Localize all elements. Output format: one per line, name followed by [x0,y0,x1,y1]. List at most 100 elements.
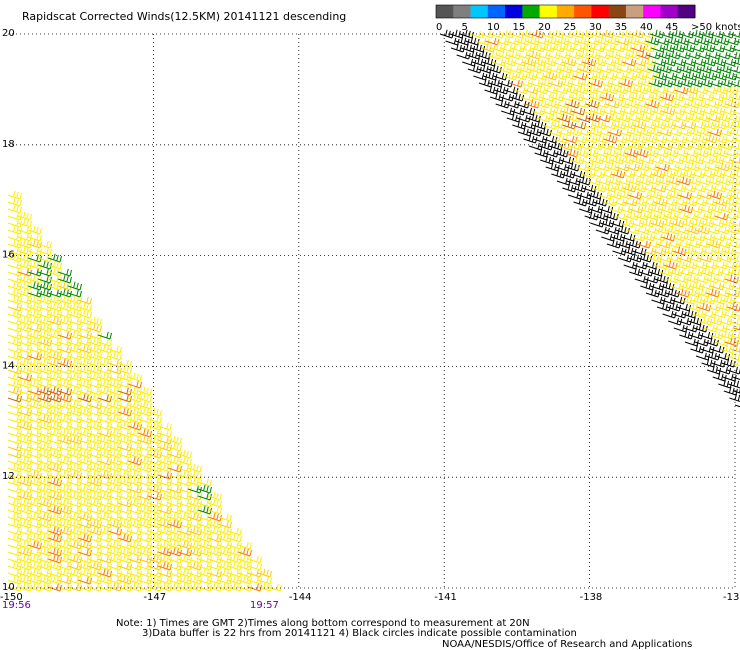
wind-barb [57,568,72,578]
wind-barb [7,351,22,361]
wind-barb [465,36,480,46]
wind-barb [227,575,242,585]
wind-barb [728,142,740,151]
wind-barb [77,561,92,571]
wind-barb [716,176,731,186]
colorbar-swatch [505,5,523,18]
latitude-label: 16 [2,250,15,261]
wind-barb [622,183,637,193]
colorbar-labels: 0 5 10 15 20 25 30 35 40 45 >50 knots [436,22,740,33]
latitude-label: 10 [2,582,15,593]
wind-barb [97,435,112,445]
wind-barb [87,435,102,445]
longitude-label: -144 [289,592,312,603]
wind-barb [47,449,62,459]
wind-barb [681,169,696,179]
wind-barb [157,442,172,452]
wind-barb [47,477,62,487]
wind-barb [67,330,82,340]
wind-barb [187,463,202,473]
wind-barb [107,393,122,403]
colorbar-swatch [660,5,679,18]
wind-barb [197,484,212,494]
wind-barb [502,57,517,67]
wind-barb [27,233,42,242]
wind-barb [680,43,696,53]
wind-barb [107,386,122,396]
colorbar-swatch [453,5,472,18]
latitude-labels: 20 18 16 14 12 10 [2,28,15,593]
wind-barb [37,421,52,431]
wind-barb [37,442,52,452]
wind-barb [665,288,680,298]
wind-barb [87,568,102,578]
wind-barb [77,351,92,361]
wind-barb [97,442,112,452]
colorbar-swatch [522,5,541,18]
wind-barb [137,435,152,445]
wind-barb [537,64,552,74]
wind-barb [97,338,112,347]
wind-barb [7,197,22,207]
wind-barb [237,547,252,557]
wind-barb [107,351,122,361]
wind-barb [177,449,192,459]
wind-barb [606,239,621,249]
wind-barb [177,568,192,578]
wind-barb [57,512,72,522]
wind-barb [634,85,649,95]
wind-barb [107,345,122,354]
colorbar-tick-label: 35 [615,22,628,33]
wind-barb [731,299,740,304]
colorbar-swatch [591,5,610,18]
wind-barb [27,365,42,375]
wind-barb [675,36,690,46]
wind-barb [712,120,727,130]
wind-barb [87,484,102,494]
wind-barb [570,155,585,165]
wind-barb [735,229,740,232]
wind-barb [534,85,549,95]
wind-barb [591,106,606,116]
wind-barb [641,232,656,242]
wind-barb [47,498,62,508]
wind-barb [87,323,102,333]
wind-barb [37,512,52,522]
colorbar-tick-label: 5 [462,22,468,33]
wind-barb [37,351,52,361]
colorbar-swatch [574,5,592,18]
wind-barb [67,491,82,501]
wind-barb [157,512,172,522]
wind-barb [237,561,252,571]
wind-barb [177,533,192,543]
wind-barb [439,29,454,39]
wind-barb [640,218,655,228]
note-line-2: 3)Data buffer is 22 hrs from 20141121 4)… [142,628,577,639]
colorbar-tick-label: 25 [564,22,577,33]
wind-barb [552,120,567,130]
wind-barb [37,533,52,543]
wind-barb [127,540,142,550]
wind-barb [177,456,192,466]
wind-barb [543,71,558,81]
wind-barb [97,386,112,396]
wind-barb [257,568,272,578]
wind-barb [17,211,32,221]
wind-barb [671,232,686,242]
wind-barb [734,278,740,282]
wind-barb [147,407,162,417]
wind-barb [731,169,740,178]
wind-barb [127,547,142,557]
wind-barb [57,268,72,277]
wind-barb [227,582,242,592]
wind-barb [157,422,172,431]
wind-barb [137,400,152,410]
colorbar-swatch [608,5,627,18]
wind-barb [654,211,669,221]
wind-barb [27,316,42,326]
latitude-label: 14 [2,360,15,371]
colorbar-swatch [556,5,575,18]
wind-barb [137,386,152,396]
wind-barb [731,110,740,115]
lat-lon-gridlines [8,33,736,589]
